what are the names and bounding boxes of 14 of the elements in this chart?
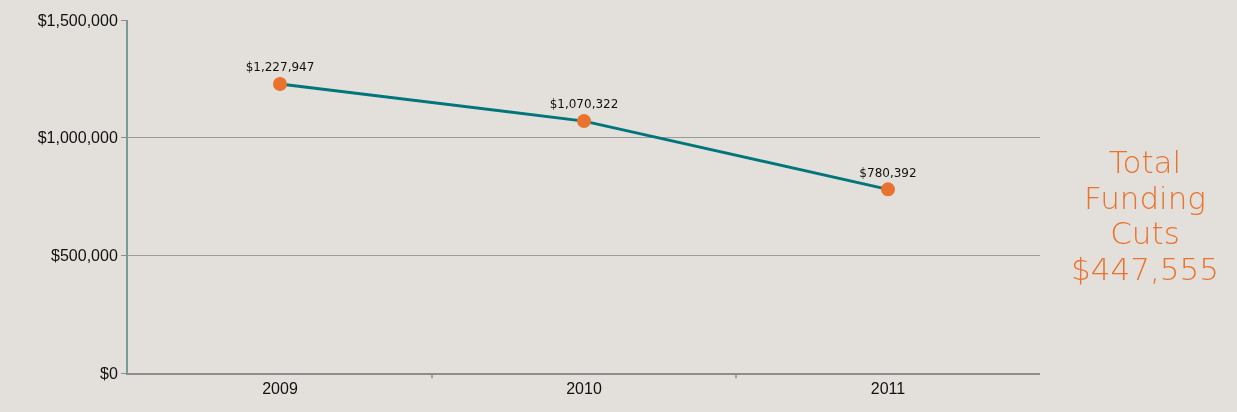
x-tick-label: 2009 (262, 379, 298, 397)
y-tick-label: $0 (100, 364, 118, 382)
data-label: $1,070,322 (549, 97, 619, 112)
x-tick-label: 2010 (566, 379, 602, 397)
x-tick-label: 2011 (870, 379, 906, 397)
y-tick-label: $500,000 (51, 246, 118, 264)
y-tick-label: $1,500,000 (37, 11, 118, 29)
point (881, 182, 895, 197)
point (273, 77, 287, 92)
data-label: $780,392 (859, 165, 917, 180)
point (577, 114, 591, 129)
y-tick-label: $1,000,000 (37, 129, 118, 147)
data-label: $1,227,947 (245, 60, 315, 75)
text: Total Funding Cuts $447,555 (1070, 144, 1220, 288)
